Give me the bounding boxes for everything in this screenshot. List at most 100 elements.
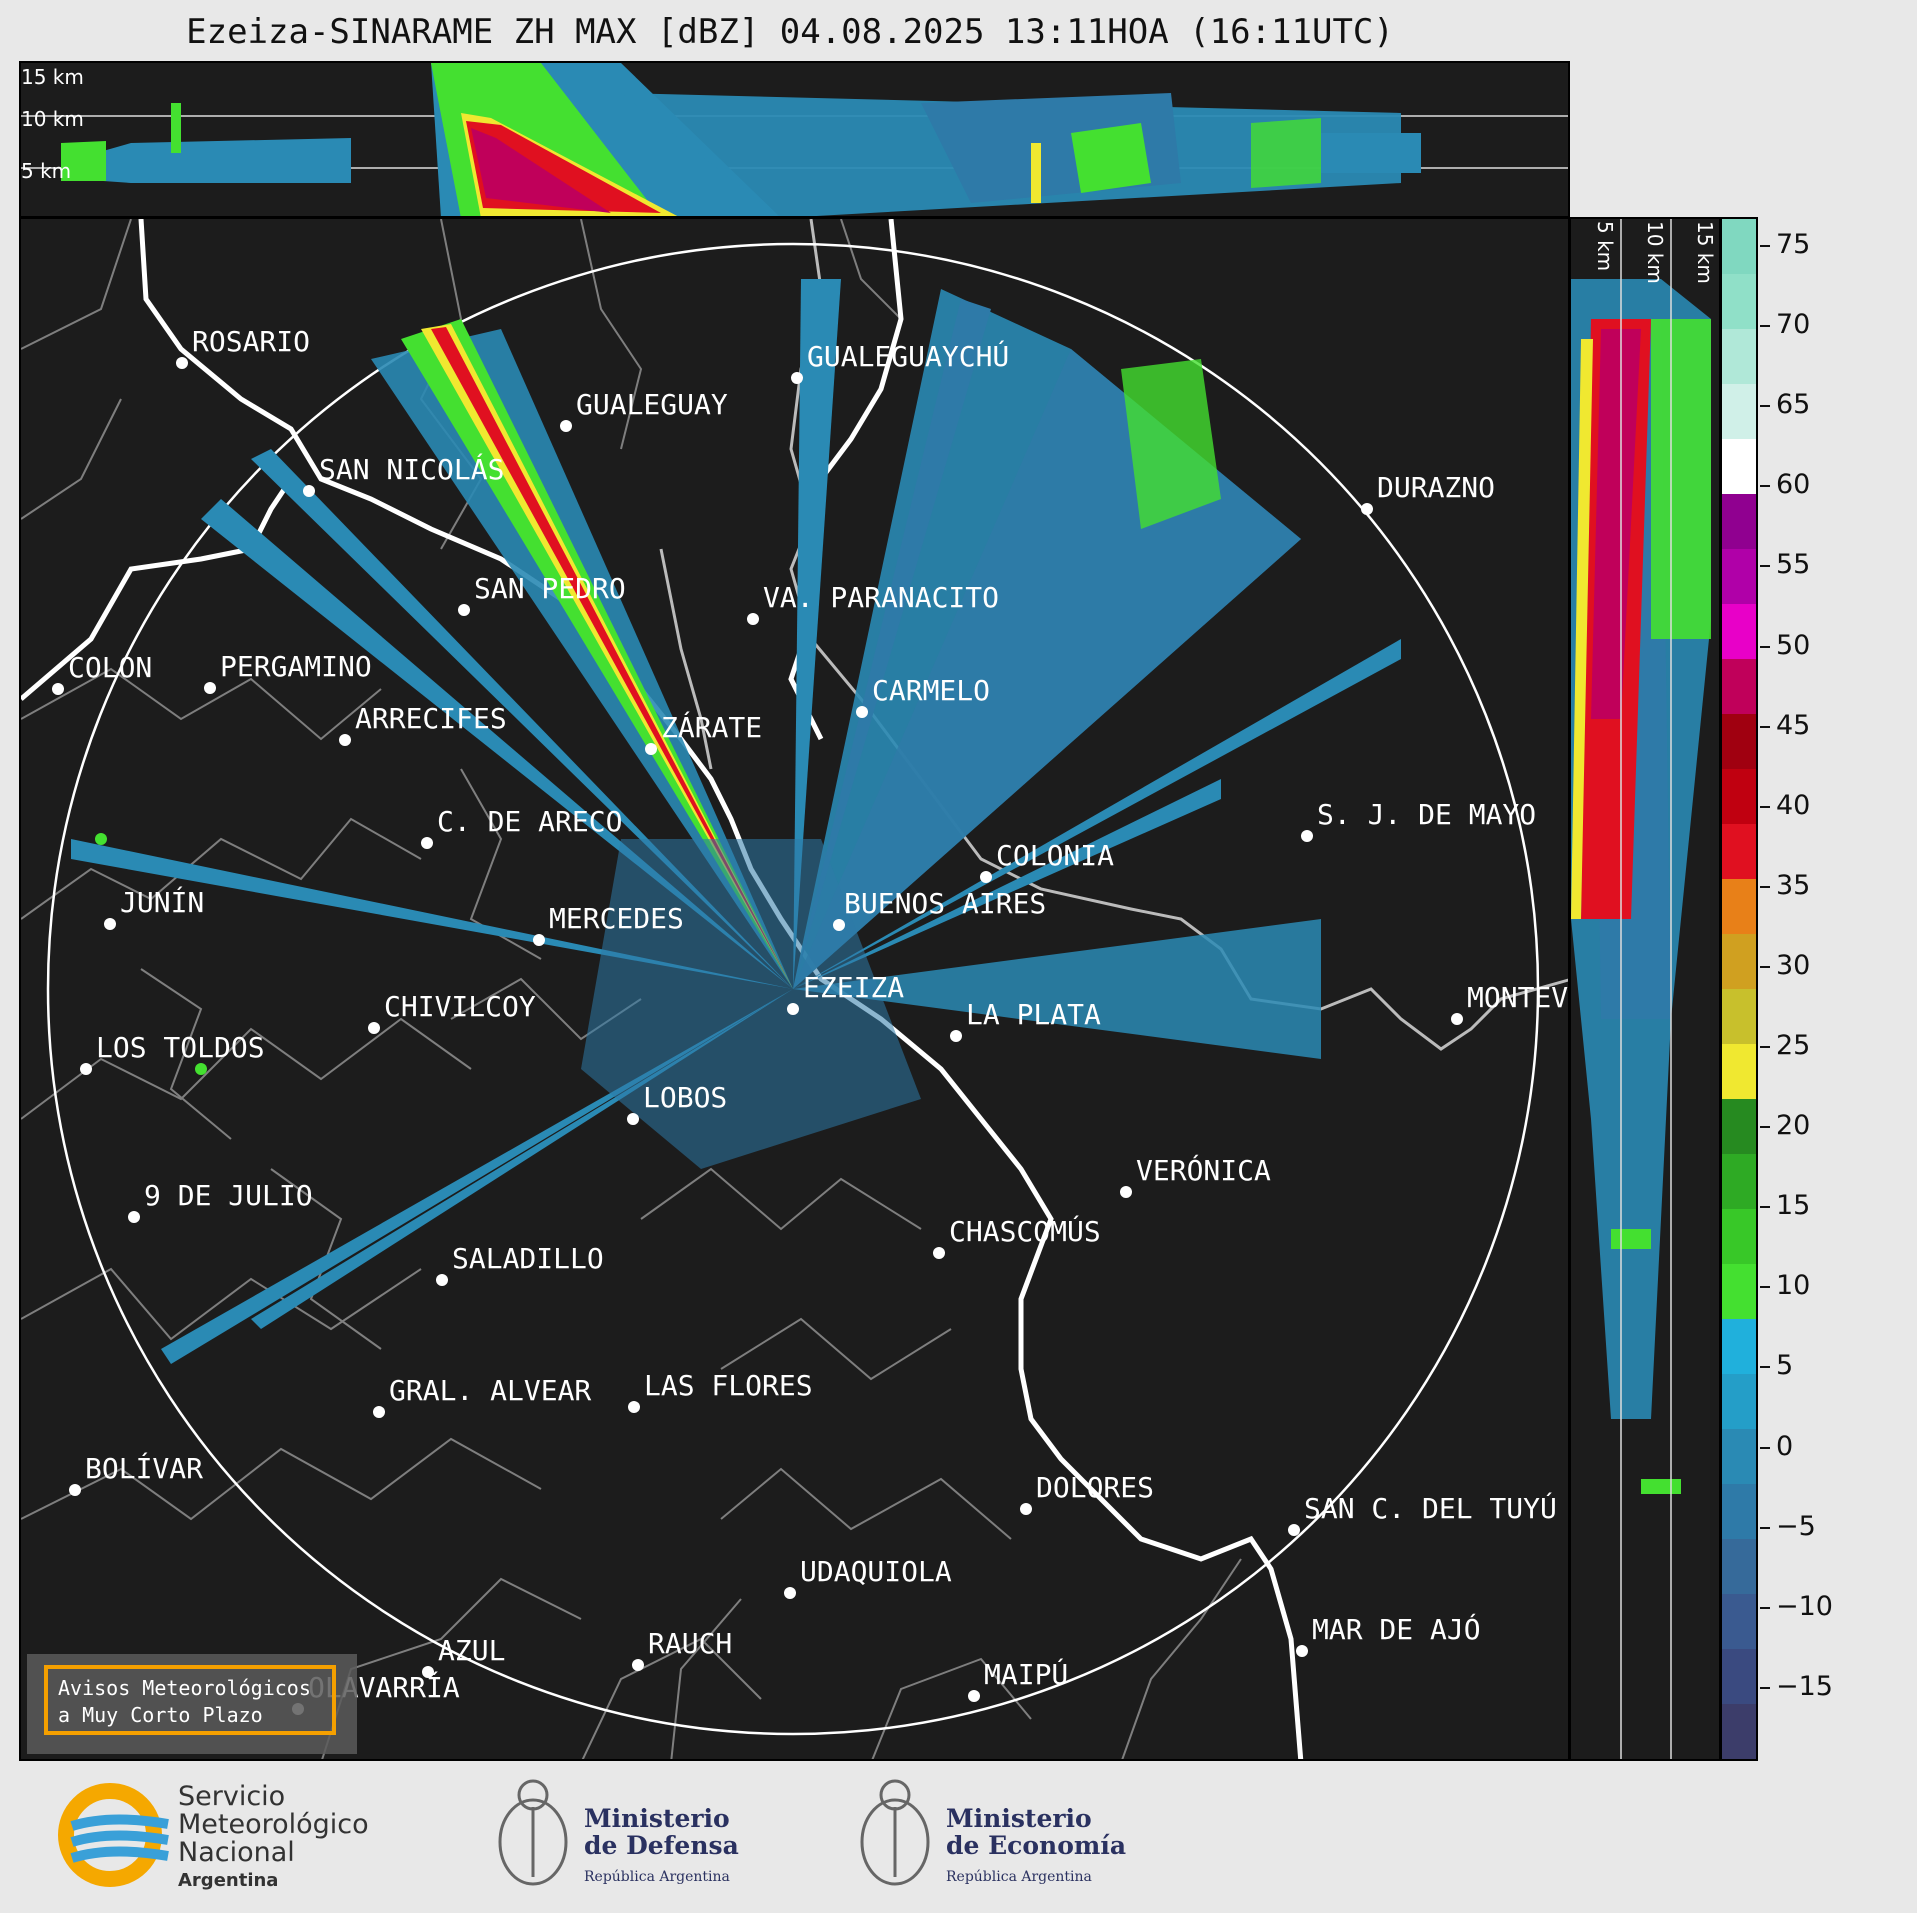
colorbar-tick-label: 0 bbox=[1776, 1430, 1794, 1462]
city-label: ZÁRATE bbox=[661, 710, 762, 744]
economia-line2: de Economía bbox=[946, 1831, 1127, 1860]
colorbar-tick-mark bbox=[1760, 1366, 1770, 1369]
colorbar-tick-mark bbox=[1760, 1446, 1770, 1449]
city-label: MERCEDES bbox=[549, 902, 684, 935]
city-label: DURAZNO bbox=[1377, 471, 1495, 504]
colorbar-tick-label: −10 bbox=[1776, 1590, 1833, 1622]
city-label: LA PLATA bbox=[966, 998, 1101, 1031]
colorbar-tick-mark bbox=[1760, 1046, 1770, 1048]
city-label: CHIVILCOY bbox=[384, 990, 536, 1023]
economia-line3: República Argentina bbox=[946, 1869, 1092, 1885]
side-alt-label-5km: 5 km bbox=[1593, 221, 1617, 272]
city-label: LOBOS bbox=[643, 1081, 727, 1114]
city-label: DOLORES bbox=[1036, 1471, 1154, 1504]
colorbar-tick-label: 35 bbox=[1776, 869, 1811, 901]
colorbar-tick-mark bbox=[1760, 645, 1770, 648]
colorbar-tick-mark bbox=[1760, 565, 1770, 568]
colorbar-tick-label: 5 bbox=[1776, 1350, 1794, 1382]
city-label: BOLÍVAR bbox=[85, 1451, 203, 1485]
avisos-badge: Avisos Meteorológicos a Muy Corto Plazo bbox=[27, 1654, 357, 1754]
defensa-emblem-icon bbox=[498, 1779, 568, 1886]
colorbar-tick-label: 20 bbox=[1776, 1110, 1811, 1142]
city-label: PERGAMINO bbox=[220, 650, 372, 683]
defensa-line3: República Argentina bbox=[584, 1869, 730, 1885]
colorbar-tick-mark bbox=[1760, 325, 1770, 328]
colorbar-tick-mark bbox=[1760, 245, 1770, 247]
colorbar-tick-mark bbox=[1760, 805, 1770, 808]
city-label: CARMELO bbox=[872, 674, 990, 707]
colorbar-tick-mark bbox=[1760, 1526, 1770, 1529]
city-label: VA. PARANACITO bbox=[763, 581, 999, 614]
colorbar-tick-mark bbox=[1760, 725, 1770, 728]
smn-line3: Nacional bbox=[178, 1837, 295, 1868]
city-label: GUALEGUAY bbox=[576, 388, 728, 421]
city-labels: ROSARIO GUALEGUAYCHÚ GUALEGUAY SAN NICOL… bbox=[68, 325, 1568, 1704]
colorbar-tick-label: −15 bbox=[1776, 1670, 1833, 1702]
top-cross-section-panel: 15 km 10 km 5 km bbox=[19, 61, 1570, 218]
city-label: SALADILLO bbox=[452, 1242, 604, 1275]
defensa-line1: Ministerio bbox=[584, 1804, 730, 1833]
alt-label-5km: 5 km bbox=[21, 159, 72, 183]
city-label: C. DE ARECO bbox=[437, 805, 622, 838]
city-label: GRAL. ALVEAR bbox=[389, 1374, 591, 1407]
economia-line1: Ministerio bbox=[946, 1804, 1092, 1833]
colorbar-tick-mark bbox=[1760, 965, 1770, 968]
city-label: LOS TOLDOS bbox=[96, 1031, 265, 1064]
chart-title: Ezeiza-SINARAME ZH MAX [dBZ] 04.08.2025 … bbox=[186, 12, 1394, 52]
city-label: SAN PEDRO bbox=[474, 572, 626, 605]
city-label: UDAQUIOLA bbox=[800, 1555, 952, 1588]
colorbar-tick-mark bbox=[1760, 1686, 1770, 1689]
colorbar-tick-mark bbox=[1760, 485, 1770, 488]
avisos-line2: a Muy Corto Plazo bbox=[58, 1703, 263, 1727]
colorbar-tick-mark bbox=[1760, 405, 1770, 408]
smn-line2: Meteorológico bbox=[178, 1809, 369, 1840]
economia-emblem-icon bbox=[860, 1779, 930, 1886]
radar-map: ROSARIO GUALEGUAYCHÚ GUALEGUAY SAN NICOL… bbox=[21, 219, 1568, 1759]
side-alt-label-10km: 10 km bbox=[1643, 221, 1667, 284]
colorbar-tick-label: 30 bbox=[1776, 949, 1811, 981]
alt-label-15km: 15 km bbox=[21, 65, 84, 89]
avisos-badge-text: Avisos Meteorológicos a Muy Corto Plazo bbox=[44, 1665, 336, 1735]
colorbar-tick-mark bbox=[1760, 1206, 1770, 1209]
alt-label-10km: 10 km bbox=[21, 107, 84, 131]
city-markers bbox=[52, 357, 1463, 1715]
colorbar-tick-mark bbox=[1760, 1286, 1770, 1289]
colorbar-tick-label: 25 bbox=[1776, 1030, 1811, 1061]
footer-logos bbox=[58, 1779, 930, 1887]
colorbar-tick-label: 45 bbox=[1776, 709, 1811, 741]
defensa-logo-text: Ministerio de Defensa República Argentin… bbox=[584, 1805, 739, 1891]
city-label: MAR DE AJÓ bbox=[1312, 1612, 1481, 1646]
radar-echoes bbox=[71, 279, 1401, 1364]
side-cross-section-plot bbox=[1571, 219, 1711, 1759]
colorbar-tick-mark bbox=[1760, 1606, 1770, 1609]
city-label: COLONIA bbox=[996, 839, 1114, 872]
city-label: AZUL bbox=[438, 1634, 505, 1667]
city-label: ARRECIFES bbox=[355, 702, 507, 735]
colorbar-tick-label: 15 bbox=[1776, 1190, 1811, 1222]
colorbar-tick-mark bbox=[1760, 1126, 1770, 1129]
city-label: LAS FLORES bbox=[644, 1369, 813, 1402]
colorbar-tick-label: −5 bbox=[1776, 1510, 1816, 1542]
city-label: S. J. DE MAYO bbox=[1317, 798, 1536, 831]
economia-logo-text: Ministerio de Economía República Argenti… bbox=[946, 1805, 1126, 1891]
colorbar-tick-label: 65 bbox=[1776, 389, 1811, 421]
smn-line1: Servicio bbox=[178, 1781, 286, 1812]
smn-line4: Argentina bbox=[178, 1870, 279, 1891]
city-label: BUENOS AIRES bbox=[844, 887, 1046, 920]
city-label: JUNÍN bbox=[120, 885, 204, 919]
colorbar bbox=[1720, 217, 1758, 1761]
city-label: COLON bbox=[68, 651, 152, 684]
city-label: MONTEV bbox=[1467, 981, 1568, 1014]
city-label: EZEIZA bbox=[803, 971, 904, 1004]
radar-range-ring bbox=[46, 242, 1540, 1736]
smn-logo-icon bbox=[58, 1783, 169, 1887]
side-alt-label-15km: 15 km bbox=[1693, 221, 1717, 284]
colorbar-tick-label: 55 bbox=[1776, 549, 1811, 581]
footer bbox=[0, 1762, 1917, 1909]
colorbar-tick-mark bbox=[1760, 885, 1770, 888]
defensa-line2: de Defensa bbox=[584, 1831, 739, 1860]
colorbar-tick-label: 75 bbox=[1776, 229, 1811, 260]
colorbar-tick-label: 40 bbox=[1776, 789, 1811, 821]
side-cross-section-panel: 5 km 10 km 15 km bbox=[1569, 217, 1721, 1761]
city-label: ROSARIO bbox=[192, 325, 310, 358]
